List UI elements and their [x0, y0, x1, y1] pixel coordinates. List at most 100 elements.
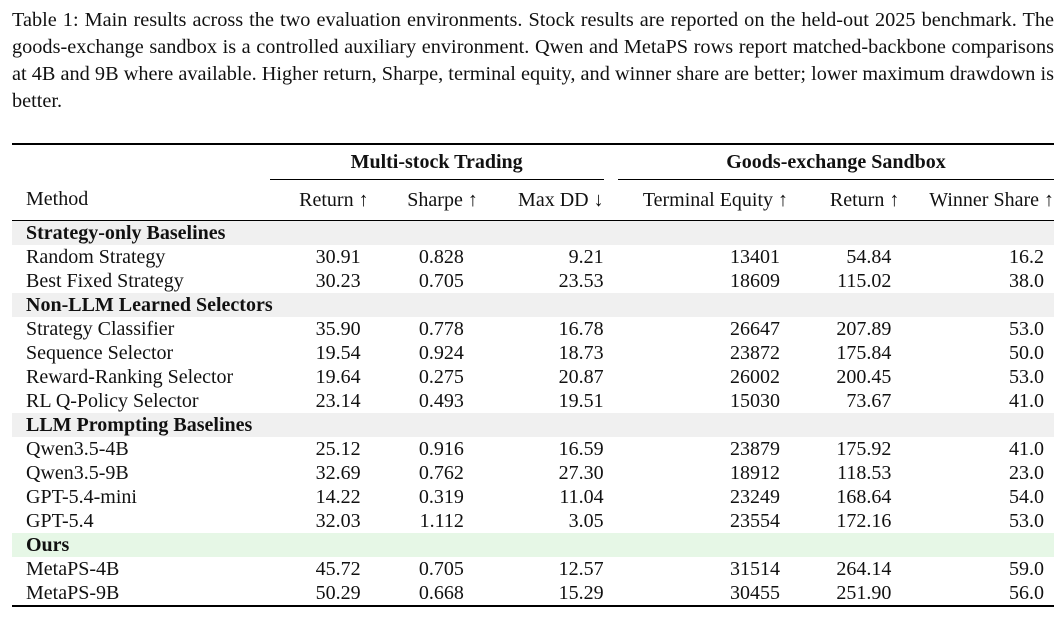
cell-maxdd: 12.57 [558, 558, 604, 580]
cell-return2: 175.92 [836, 438, 892, 460]
cell-return: 19.54 [315, 342, 361, 364]
cell-return2: 207.89 [836, 318, 892, 340]
table-body: Strategy-only Baselines Random Strategy 30… [12, 220, 1054, 606]
col-header-gap [603, 179, 618, 221]
results-table: Multi-stock Trading Goods-exchange Sandb… [12, 143, 1054, 607]
cell-maxdd: 11.04 [559, 486, 604, 508]
cell-maxdd: 18.73 [558, 342, 604, 364]
group-spacer [12, 144, 270, 180]
caption-text: Main results across the two evaluation e… [12, 9, 1054, 112]
col-header-method: Method [12, 179, 270, 221]
cell-return2: 118.53 [837, 462, 892, 484]
section-row: LLM Prompting Baselines [12, 413, 1054, 437]
section-row: Non-LLM Learned Selectors [12, 293, 1054, 317]
cell-method: MetaPS-9B [26, 582, 120, 604]
table-row: RL Q-Policy Selector 23.14 0.493 19.51 15030… [12, 389, 1054, 413]
cell-maxdd: 16.78 [558, 318, 604, 340]
cell-sharpe: 0.275 [418, 366, 464, 388]
table-row: MetaPS-9B 50.29 0.668 15.29 30455 251.90 56.0 [12, 581, 1054, 606]
cell-return2: 172.16 [836, 510, 892, 532]
cell-method: Best Fixed Strategy [26, 270, 184, 292]
cell-equity: 13401 [730, 246, 781, 268]
table-caption: Table 1: Main results across the two eval… [12, 7, 1054, 115]
cell-return: 32.03 [315, 510, 361, 532]
table-row: Qwen3.5-4B 25.12 0.916 16.59 23879 175.92 41.0 [12, 437, 1054, 461]
cell-return: 19.64 [315, 366, 361, 388]
cell-equity: 30455 [730, 582, 781, 604]
cell-gap [604, 437, 618, 461]
caption-label: Table 1: [12, 9, 79, 31]
cell-return2: 175.84 [836, 342, 892, 364]
cell-sharpe: 0.762 [418, 462, 464, 484]
cell-method: Sequence Selector [26, 342, 174, 364]
cell-sharpe: 0.705 [418, 270, 464, 292]
column-header-row: Method Return ↑ Sharpe ↑ Max DD ↓ Termin… [12, 179, 1054, 221]
cell-equity: 15030 [730, 390, 781, 412]
cell-return2: 73.67 [846, 390, 892, 412]
cell-method: Qwen3.5-9B [26, 462, 129, 484]
table-row: Best Fixed Strategy 30.23 0.705 23.53 18609 1… [12, 269, 1054, 293]
cell-return2: 251.90 [836, 582, 892, 604]
cell-gap [604, 581, 618, 606]
cell-return2: 54.84 [846, 246, 892, 268]
cell-method: Qwen3.5-4B [26, 438, 129, 460]
cell-return: 14.22 [315, 486, 361, 508]
cell-maxdd: 19.51 [558, 390, 604, 412]
cell-equity: 18609 [730, 270, 781, 292]
cell-return2: 200.45 [836, 366, 892, 388]
cell-return2: 264.14 [836, 558, 892, 580]
cell-sharpe: 0.828 [418, 246, 464, 268]
cell-equity: 18912 [730, 462, 781, 484]
cell-winner: 16.2 [1009, 246, 1044, 268]
cell-gap [604, 485, 618, 509]
cell-maxdd: 9.21 [568, 246, 604, 268]
cell-return: 30.23 [315, 270, 361, 292]
cell-method: GPT-5.4-mini [26, 486, 137, 508]
col-header-equity: Terminal Equity ↑ [618, 179, 789, 221]
cell-return: 35.90 [315, 318, 361, 340]
cell-winner: 50.0 [1009, 342, 1044, 364]
cell-return: 30.91 [315, 246, 361, 268]
cell-maxdd: 15.29 [558, 582, 604, 604]
col-header-maxdd: Max DD ↓ [477, 179, 604, 221]
cell-gap [604, 509, 618, 533]
cell-winner: 53.0 [1009, 510, 1044, 532]
cell-return: 25.12 [315, 438, 361, 460]
cell-maxdd: 23.53 [558, 270, 604, 292]
cell-winner: 23.0 [1009, 462, 1044, 484]
cell-winner: 53.0 [1009, 318, 1044, 340]
cell-maxdd: 20.87 [558, 366, 604, 388]
table-row: GPT-5.4 32.03 1.112 3.05 23554 172.16 53.0 [12, 509, 1054, 533]
cell-gap [604, 245, 618, 269]
section-row: Strategy-only Baselines [12, 220, 1054, 245]
cell-gap [604, 365, 618, 389]
cell-equity: 26647 [730, 318, 781, 340]
cell-maxdd: 3.05 [568, 510, 604, 532]
cell-winner: 38.0 [1009, 270, 1044, 292]
table-row: Sequence Selector 19.54 0.924 18.73 23872 175… [12, 341, 1054, 365]
cell-sharpe: 0.924 [418, 342, 464, 364]
cell-gap [604, 341, 618, 365]
cell-winner: 41.0 [1009, 438, 1044, 460]
cell-return2: 115.02 [837, 270, 892, 292]
cell-method: RL Q-Policy Selector [26, 390, 199, 412]
cell-sharpe: 0.778 [418, 318, 464, 340]
col-header-return2: Return ↑ [788, 179, 900, 221]
cell-sharpe: 0.916 [418, 438, 464, 460]
cell-winner: 41.0 [1009, 390, 1044, 412]
cell-equity: 23872 [730, 342, 781, 364]
cell-method: Strategy Classifier [26, 318, 175, 340]
cell-maxdd: 16.59 [558, 438, 604, 460]
cell-return2: 168.64 [836, 486, 892, 508]
table-row: Random Strategy 30.91 0.828 9.21 13401 54.84 1… [12, 245, 1054, 269]
table-row: Strategy Classifier 35.90 0.778 16.78 26647 2… [12, 317, 1054, 341]
cell-sharpe: 0.668 [418, 582, 464, 604]
cell-sharpe: 0.493 [418, 390, 464, 412]
section-title: Ours [12, 533, 1054, 557]
cell-gap [604, 389, 618, 413]
cell-method: MetaPS-4B [26, 558, 120, 580]
cell-maxdd: 27.30 [558, 462, 604, 484]
cell-equity: 23554 [730, 510, 781, 532]
cell-sharpe: 1.112 [419, 510, 464, 532]
section-title: LLM Prompting Baselines [12, 413, 1054, 437]
